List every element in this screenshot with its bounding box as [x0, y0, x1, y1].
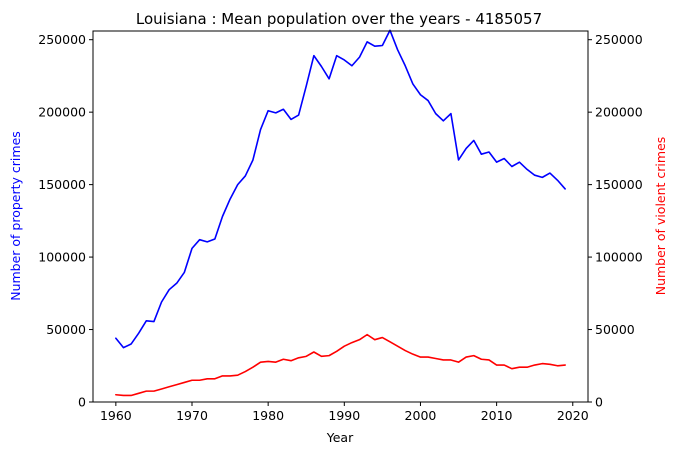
chart-title: Louisiana : Mean population over the yea…	[136, 10, 542, 28]
y-left-tick-label: 200000	[38, 105, 86, 120]
x-tick-label: 1990	[328, 408, 360, 423]
y-left-tick-label: 100000	[38, 250, 86, 265]
y-left-tick-label: 50000	[46, 322, 86, 337]
y-axis-left-label: Number of property crimes	[8, 131, 23, 301]
x-axis-label: Year	[326, 430, 354, 445]
y-right-tick-label: 50000	[595, 322, 635, 337]
y-left-tick-label: 250000	[38, 32, 86, 47]
y-right-tick-label: 200000	[595, 105, 643, 120]
y-right-tick-label: 0	[595, 395, 603, 410]
y-right-tick-label: 150000	[595, 177, 643, 192]
y-left-tick-label: 150000	[38, 177, 86, 192]
series-line-property-crimes	[115, 29, 566, 349]
y-axis-right-label: Number of violent crimes	[653, 137, 668, 296]
y-axis-right: 0 50000 100000 150000 200000 250000	[588, 32, 643, 410]
x-tick-label: 2010	[481, 408, 513, 423]
x-tick-label: 1960	[100, 408, 132, 423]
series-line-violent-crimes	[115, 333, 566, 397]
x-tick-label: 1980	[252, 408, 284, 423]
y-right-tick-label: 100000	[595, 250, 643, 265]
x-tick-label: 2020	[557, 408, 589, 423]
plot-frame	[92, 30, 589, 403]
x-tick-label: 1970	[176, 408, 208, 423]
x-tick-label: 2000	[405, 408, 437, 423]
y-left-tick-label: 0	[78, 395, 86, 410]
y-right-tick-label: 250000	[595, 32, 643, 47]
x-axis: 1960 1970 1980 1990 2000 2010 2020	[100, 402, 589, 423]
y-axis-left: 0 50000 100000 150000 200000 250000	[38, 32, 93, 410]
plot-area	[115, 29, 566, 397]
